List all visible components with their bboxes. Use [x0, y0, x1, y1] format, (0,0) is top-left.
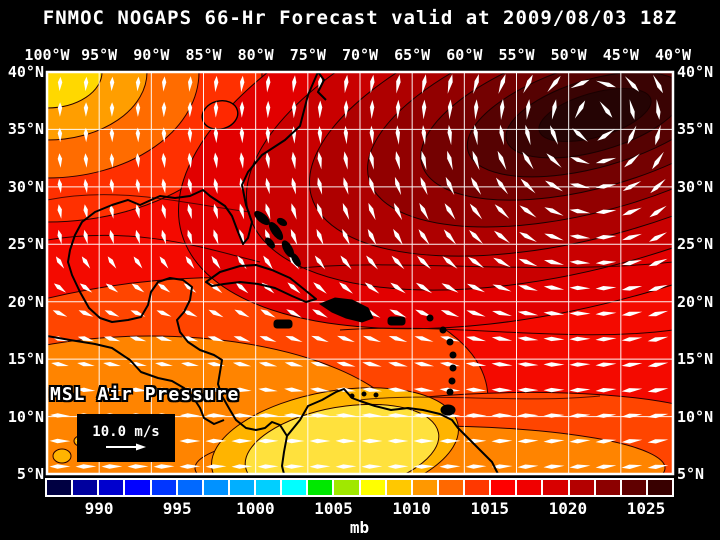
- colorbar-cell: [177, 480, 202, 495]
- lat-label: 10°N: [7, 407, 44, 426]
- lat-label: 20°N: [677, 292, 714, 311]
- wind-scale-legend: 10.0 m/s: [77, 414, 175, 462]
- lat-label: 20°N: [7, 292, 44, 311]
- lat-label: 40°N: [677, 63, 714, 81]
- colorbar-cell: [491, 480, 516, 495]
- colorbar-cell: [282, 480, 307, 495]
- colorbar-cell: [151, 480, 176, 495]
- colorbar-cell: [256, 480, 281, 495]
- colorbar-cell: [73, 480, 98, 495]
- colorbar-tick-label: 1000: [236, 499, 275, 518]
- lat-label: 30°N: [7, 177, 44, 196]
- lon-label: 65°W: [394, 46, 431, 64]
- lon-label: 45°W: [602, 46, 639, 64]
- colorbar-tick-label: 1020: [548, 499, 588, 518]
- colorbar-tick-label: 1005: [314, 499, 353, 518]
- lon-label: 60°W: [446, 46, 483, 64]
- colorbar-cell: [569, 480, 594, 495]
- lat-label: 10°N: [677, 407, 714, 426]
- colorbar-cell: [334, 480, 359, 495]
- colorbar-tick-label: 1025: [626, 499, 666, 518]
- lon-label: 90°W: [133, 46, 170, 64]
- lon-label: 50°W: [550, 46, 587, 64]
- lat-label: 35°N: [7, 120, 44, 139]
- lat-label: 35°N: [677, 120, 714, 139]
- colorbar-cell: [517, 480, 542, 495]
- colorbar-cell: [47, 480, 72, 495]
- lat-label: 25°N: [677, 235, 714, 254]
- colorbar-cell: [308, 480, 333, 495]
- colorbar-cell: [412, 480, 437, 495]
- lon-label: 100°W: [24, 46, 70, 64]
- colorbar-tick-label: 995: [162, 499, 192, 518]
- colorbar-tick-label: 1015: [470, 499, 509, 518]
- page-title: FNMOC NOGAPS 66-Hr Forecast valid at 200…: [42, 7, 678, 29]
- colorbar-cell: [543, 480, 568, 495]
- wind-scale-arrow-icon: [106, 443, 146, 451]
- wind-scale-label: 10.0 m/s: [92, 424, 160, 440]
- lat-label: 5°N: [677, 465, 705, 483]
- pressure-colorbar: [45, 478, 674, 497]
- grid-lines: [47, 72, 673, 474]
- colorbar-cell: [386, 480, 411, 495]
- lon-label: 80°W: [237, 46, 274, 64]
- map-border: [45, 70, 675, 476]
- islands: [254, 210, 457, 416]
- colorbar-tick-label: 1010: [392, 499, 431, 518]
- lat-label: 5°N: [16, 465, 44, 483]
- lon-label: 55°W: [498, 46, 535, 64]
- lon-label: 85°W: [185, 46, 222, 64]
- colorbar-cell: [360, 480, 385, 495]
- colorbar-cell: [621, 480, 646, 495]
- lat-label: 40°N: [7, 63, 44, 81]
- colorbar-cell: [125, 480, 150, 495]
- coastlines: [47, 72, 499, 474]
- colorbar-cell: [99, 480, 124, 495]
- lat-label: 15°N: [677, 350, 714, 369]
- lon-label: 40°W: [654, 46, 692, 64]
- colorbar-cell: [595, 480, 620, 495]
- colorbar-tick-label: 990: [84, 499, 114, 518]
- lon-label: 95°W: [81, 46, 118, 64]
- colorbar-cell: [229, 480, 254, 495]
- colorbar-cell: [438, 480, 463, 495]
- field-label: MSL Air Pressure: [50, 384, 240, 405]
- colorbar-cell: [203, 480, 228, 495]
- lat-label: 30°N: [677, 177, 714, 196]
- lon-label: 75°W: [289, 46, 326, 64]
- colorbar-cell: [465, 480, 490, 495]
- lat-label: 25°N: [7, 235, 44, 254]
- colorbar-units: mb: [349, 518, 370, 537]
- colorbar-cell: [647, 480, 672, 495]
- lon-label: 70°W: [341, 46, 379, 64]
- lat-label: 15°N: [7, 350, 44, 369]
